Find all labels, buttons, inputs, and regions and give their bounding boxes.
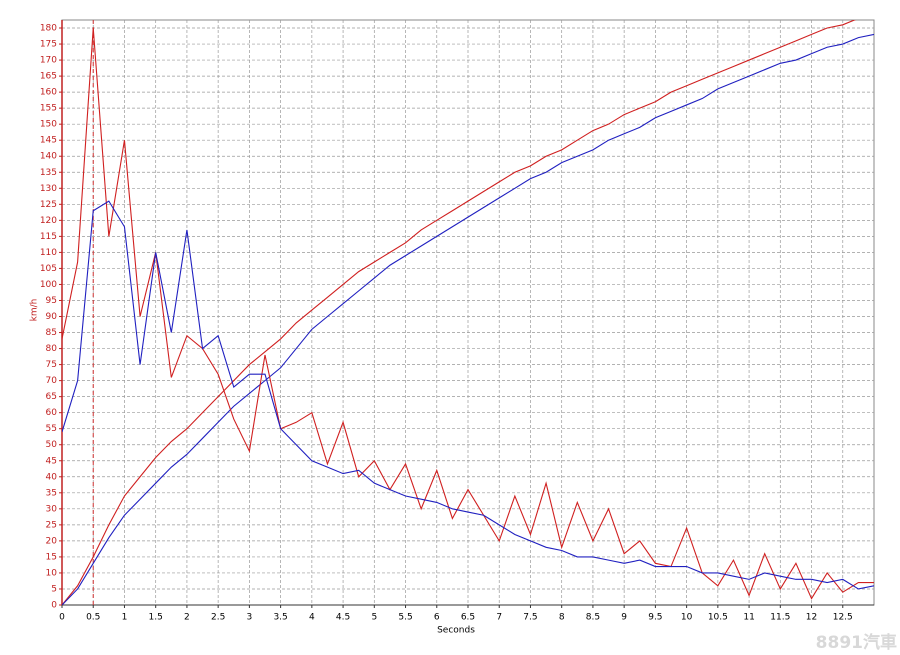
y-tick-label: 95 <box>46 296 57 306</box>
y-tick-label: 45 <box>46 456 57 466</box>
x-tick-label: 2 <box>184 613 190 623</box>
y-tick-label: 0 <box>51 601 57 611</box>
x-tick-label: 10.5 <box>708 613 728 623</box>
y-tick-label: 135 <box>40 168 57 178</box>
x-tick-label: 11 <box>743 613 754 623</box>
watermark: 8891汽車 <box>816 632 897 653</box>
y-tick-label: 155 <box>40 104 57 114</box>
y-tick-label: 175 <box>40 40 57 50</box>
y-tick-label: 70 <box>46 376 58 386</box>
x-tick-label: 9 <box>621 613 627 623</box>
x-tick-label: 1 <box>122 613 128 623</box>
y-tick-label: 170 <box>40 56 57 66</box>
y-tick-label: 165 <box>40 72 57 82</box>
y-tick-label: 85 <box>46 328 57 338</box>
y-tick-label: 120 <box>40 216 57 226</box>
y-tick-label: 115 <box>40 232 57 242</box>
y-tick-label: 30 <box>46 504 58 514</box>
x-tick-label: 9.5 <box>648 613 662 623</box>
x-tick-label: 10 <box>681 613 693 623</box>
y-tick-label: 50 <box>46 440 58 450</box>
x-tick-label: 6.5 <box>461 613 475 623</box>
series-line <box>62 33 874 605</box>
y-tick-label: 5 <box>51 584 57 594</box>
y-tick-label: 160 <box>40 88 57 98</box>
y-tick-label: 65 <box>46 392 57 402</box>
x-tick-label: 12.5 <box>833 613 853 623</box>
x-tick-label: 0 <box>59 613 65 623</box>
y-tick-label: 145 <box>40 136 57 146</box>
y-tick-label: 140 <box>40 152 57 162</box>
x-tick-label: 8.5 <box>586 613 600 623</box>
y-tick-label: 130 <box>40 184 57 194</box>
y-tick-label: 125 <box>40 200 57 210</box>
series-line <box>62 27 874 600</box>
x-tick-label: 0.5 <box>86 613 100 623</box>
x-tick-label: 4.5 <box>336 613 350 623</box>
x-tick-label: 5.5 <box>398 613 412 623</box>
y-tick-label: 55 <box>46 424 57 434</box>
y-tick-label: 20 <box>46 536 58 546</box>
y-tick-label: 80 <box>46 344 58 354</box>
y-tick-label: 105 <box>40 264 57 274</box>
y-tick-label: 180 <box>40 24 57 34</box>
x-tick-label: 8 <box>559 613 565 623</box>
x-tick-label: 3 <box>247 613 253 623</box>
x-tick-label: 1.5 <box>149 613 163 623</box>
y-tick-label: 60 <box>46 408 58 418</box>
y-tick-label: 25 <box>46 520 57 530</box>
x-axis-label: Seconds <box>437 626 475 636</box>
x-tick-label: 7 <box>496 613 502 623</box>
series-line <box>62 20 856 605</box>
x-tick-label: 12 <box>806 613 817 623</box>
y-tick-label: 35 <box>46 488 57 498</box>
x-tick-label: 4 <box>309 613 315 623</box>
x-tick-label: 5 <box>371 613 377 623</box>
y-tick-label: 110 <box>40 248 57 258</box>
x-tick-label: 7.5 <box>523 613 537 623</box>
x-tick-label: 3.5 <box>273 613 287 623</box>
x-tick-label: 11.5 <box>770 613 790 623</box>
y-tick-label: 100 <box>40 280 57 290</box>
y-tick-label: 40 <box>46 472 58 482</box>
y-axis-label: km/h <box>30 299 40 322</box>
y-tick-label: 150 <box>40 120 57 130</box>
series-line <box>62 200 874 590</box>
y-tick-label: 15 <box>46 552 57 562</box>
x-tick-label: 2.5 <box>211 613 225 623</box>
y-tick-label: 90 <box>46 312 58 322</box>
x-tick-label: 6 <box>434 613 440 623</box>
y-tick-label: 75 <box>46 360 57 370</box>
y-tick-label: 10 <box>46 568 58 578</box>
